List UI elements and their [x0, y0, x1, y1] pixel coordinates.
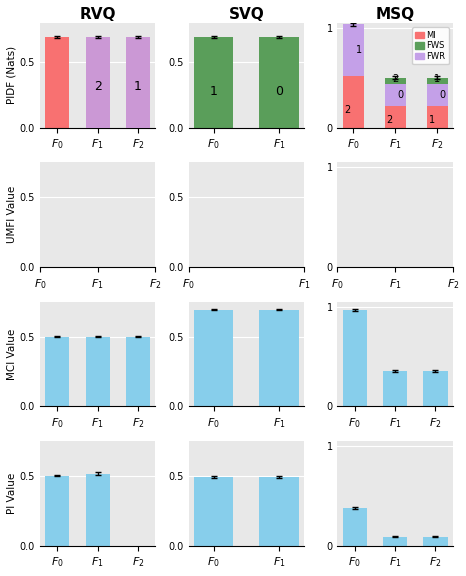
Bar — [343, 507, 367, 545]
Bar — [384, 78, 405, 84]
Bar — [343, 24, 363, 76]
Bar — [384, 106, 405, 128]
Legend: MI, FWS, FWR: MI, FWS, FWR — [412, 27, 449, 65]
Bar — [194, 37, 233, 128]
Y-axis label: MCI Value: MCI Value — [7, 328, 17, 380]
Y-axis label: PI Value: PI Value — [7, 472, 17, 514]
Text: 1: 1 — [356, 45, 362, 55]
Bar — [426, 106, 447, 128]
Bar — [86, 473, 110, 545]
Bar — [343, 310, 367, 406]
Text: 0: 0 — [275, 85, 283, 98]
Bar — [194, 477, 233, 545]
Bar — [86, 336, 110, 406]
Text: 0: 0 — [439, 90, 445, 100]
Bar — [194, 309, 233, 406]
Bar — [126, 37, 150, 128]
Bar — [260, 309, 299, 406]
Bar — [126, 336, 150, 406]
Y-axis label: PIDF (Nats): PIDF (Nats) — [7, 46, 17, 104]
Bar — [383, 372, 407, 406]
Text: 1: 1 — [210, 85, 218, 98]
Bar — [260, 37, 299, 128]
Bar — [86, 37, 110, 128]
Text: 1: 1 — [134, 81, 142, 93]
Bar — [45, 336, 69, 406]
Title: SVQ: SVQ — [228, 7, 264, 22]
Bar — [384, 84, 405, 106]
Text: 0: 0 — [397, 90, 404, 100]
Title: RVQ: RVQ — [79, 7, 116, 22]
Text: 2: 2 — [345, 105, 351, 115]
Bar — [426, 84, 447, 106]
Bar — [426, 78, 447, 84]
Y-axis label: UMFI Value: UMFI Value — [7, 186, 17, 243]
Bar — [126, 37, 150, 128]
Text: 1: 1 — [434, 74, 440, 84]
Bar — [45, 476, 69, 545]
Bar — [423, 537, 447, 545]
Bar — [260, 477, 299, 545]
Text: 1: 1 — [429, 115, 435, 125]
Bar — [423, 372, 447, 406]
Bar — [383, 537, 407, 545]
Bar — [45, 37, 69, 128]
Text: 2: 2 — [392, 74, 398, 84]
Title: MSQ: MSQ — [376, 7, 415, 22]
Text: 2: 2 — [94, 81, 102, 93]
Bar — [86, 37, 110, 128]
Text: 2: 2 — [387, 115, 393, 125]
Bar — [343, 76, 363, 128]
